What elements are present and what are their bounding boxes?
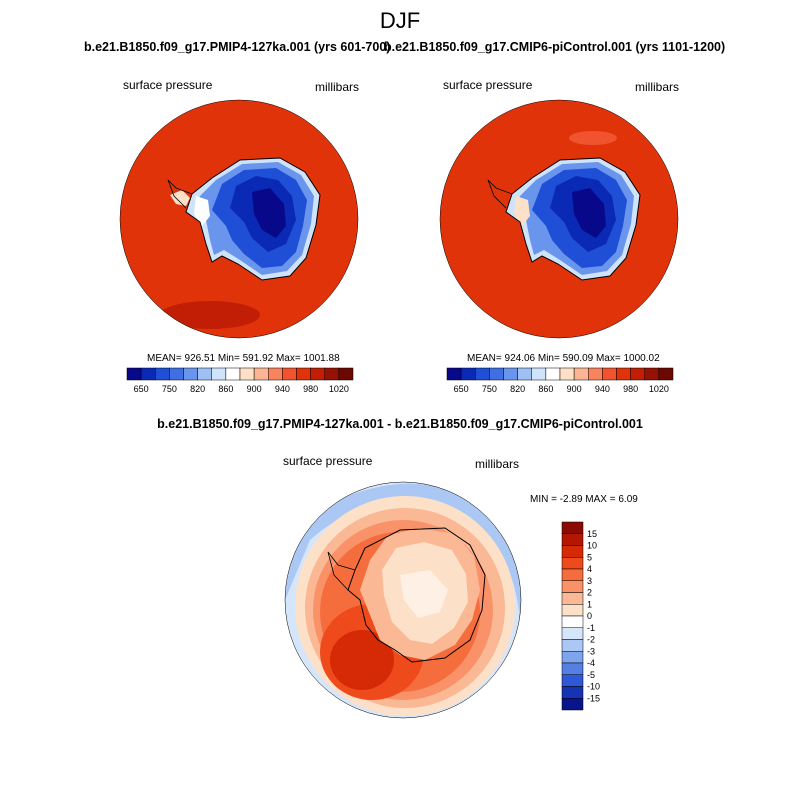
colorbar-left-tick-label: 750 — [162, 384, 177, 394]
colorbar-right-tick-label: 940 — [595, 384, 610, 394]
colorbar-difference-tick-label: -5 — [587, 670, 595, 680]
colorbar-difference-swatch — [561, 533, 584, 546]
colorbar-difference-swatch — [561, 627, 584, 640]
difference-stats: MIN = -2.89 MAX = 6.09 — [530, 494, 638, 505]
colorbar-left-tick-label: 940 — [275, 384, 290, 394]
colorbar-right-tick-label: 750 — [482, 384, 497, 394]
difference-variable-label: surface pressure — [283, 454, 373, 468]
panel-left-title: b.e21.B1850.f09_g17.PMIP4-127ka.001 (yrs… — [84, 40, 391, 54]
panel-right-stats: MEAN= 924.06 Min= 590.09 Max= 1000.02 — [467, 353, 660, 364]
colorbar-right-tick-label: 1020 — [649, 384, 669, 394]
colorbar-difference-tick-label: -1 — [587, 623, 595, 633]
colorbar-right-tick-label: 980 — [623, 384, 638, 394]
colorbar-difference-tick-label: 5 — [587, 552, 592, 562]
colorbar-right: 650 750 820 860 900 940 980 1020 — [446, 367, 674, 394]
colorbar-difference-tick-label: 10 — [587, 541, 597, 551]
colorbar-difference-tick-label: 4 — [587, 564, 592, 574]
colorbar-left-tick-label: 860 — [218, 384, 233, 394]
colorbar-right-tick-label: 860 — [538, 384, 553, 394]
colorbar-left-tick-label: 650 — [134, 384, 149, 394]
colorbar-difference-swatch — [561, 580, 584, 593]
colorbar-difference-swatch — [561, 686, 584, 699]
difference-units-label: millibars — [475, 457, 520, 471]
figure-title: DJF — [379, 8, 421, 33]
colorbar-difference-tick-label: 15 — [587, 529, 597, 539]
colorbar-difference-tick-label: 1 — [587, 599, 592, 609]
colorbar-difference-tick-label: -4 — [587, 658, 595, 668]
colorbar-difference-swatch — [561, 615, 584, 628]
panel-left-variable-label: surface pressure — [123, 78, 213, 92]
colorbar-difference-swatch — [561, 521, 584, 534]
panel-right-units-label: millibars — [635, 80, 680, 94]
colorbar-difference-swatch — [561, 674, 584, 687]
colorbar-difference-tick-label: 0 — [587, 611, 592, 621]
colorbar-difference-tick-label: 2 — [587, 588, 592, 598]
colorbar-right-tick-label: 650 — [454, 384, 469, 394]
colorbar-difference-tick-label: -2 — [587, 635, 595, 645]
colorbar-difference-swatch — [561, 662, 584, 675]
colorbar-difference-swatch — [561, 639, 584, 652]
colorbar-left: 650 750 820 860 900 940 980 1020 — [126, 367, 354, 394]
colorbar-left-tick-label: 1020 — [329, 384, 349, 394]
colorbar-difference-tick-label: -15 — [587, 693, 600, 703]
colorbar-right-tick-label: 820 — [510, 384, 525, 394]
panel-right-title: b.e21.B1850.f09_g17.CMIP6-piControl.001 … — [384, 40, 726, 54]
panel-left-units-label: millibars — [315, 80, 360, 94]
colorbar-difference-tick-label: -3 — [587, 646, 595, 656]
panel-left-stats: MEAN= 926.51 Min= 591.92 Max= 1001.88 — [147, 353, 340, 364]
colorbar-right-tick-label: 900 — [567, 384, 582, 394]
colorbar-difference-tick-label: -10 — [587, 682, 600, 692]
colorbar-left-tick-label: 820 — [190, 384, 205, 394]
colorbar-difference-swatch — [561, 557, 584, 570]
colorbar-difference-swatch — [561, 604, 584, 617]
colorbar-left-swatch — [338, 367, 354, 381]
colorbar-difference-swatch — [561, 651, 584, 664]
colorbar-left-tick-label: 900 — [247, 384, 262, 394]
colorbar-difference-swatch — [561, 698, 584, 711]
colorbar-difference-tick-label: 3 — [587, 576, 592, 586]
colorbar-difference-swatch — [561, 545, 584, 558]
difference-title: b.e21.B1850.f09_g17.PMIP4-127ka.001 - b.… — [157, 417, 643, 431]
panel-right-variable-label: surface pressure — [443, 78, 533, 92]
colorbar-difference-swatch — [561, 592, 584, 605]
colorbar-difference-swatch — [561, 568, 584, 581]
colorbar-left-tick-label: 980 — [303, 384, 318, 394]
colorbar-right-swatch — [658, 367, 674, 381]
